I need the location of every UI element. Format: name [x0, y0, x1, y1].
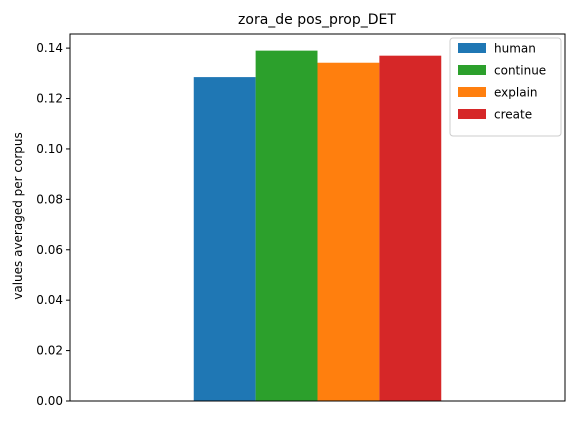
y-axis-label: values averaged per corpus: [11, 132, 25, 300]
y-tick-label: 0.14: [36, 41, 63, 55]
bars-group: [193, 50, 442, 402]
y-tick-label: 0.00: [36, 394, 63, 408]
bar-human: [193, 77, 256, 402]
chart-title: zora_de pos_prop_DET: [238, 12, 396, 28]
y-tick-label: 0.04: [36, 293, 63, 307]
legend-swatch-continue: [458, 65, 486, 75]
bar-create: [379, 55, 442, 402]
legend-label-continue: continue: [494, 64, 546, 78]
legend-label-explain: explain: [494, 86, 538, 100]
y-tick-label: 0.12: [36, 92, 63, 106]
y-tick-label: 0.06: [36, 243, 63, 257]
bar-explain: [317, 62, 380, 401]
legend-swatch-create: [458, 109, 486, 119]
legend-swatch-explain: [458, 87, 486, 97]
y-tick-label: 0.10: [36, 142, 63, 156]
y-tick-label: 0.02: [36, 344, 63, 358]
legend-label-create: create: [494, 108, 532, 122]
y-tick-label: 0.08: [36, 192, 63, 206]
legend: human continue explain create: [449, 37, 562, 137]
legend-label-human: human: [494, 42, 536, 56]
bar-continue: [255, 50, 318, 402]
y-axis: 0.00 0.02 0.04 0.06 0.08 0.10 0.12 0.14: [36, 41, 70, 408]
legend-swatch-human: [458, 43, 486, 53]
plot-frame: [69, 33, 566, 402]
